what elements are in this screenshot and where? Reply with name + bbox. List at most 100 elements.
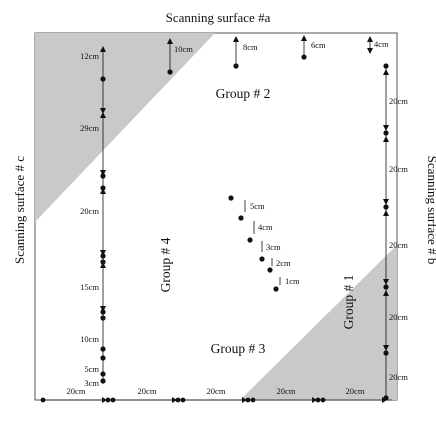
arrowhead bbox=[100, 262, 106, 268]
sensor-dot bbox=[100, 315, 106, 321]
left-spacing-label: 20cm bbox=[80, 206, 99, 216]
center-sensor-cluster: 5cm 4cm 3cm 2cm 1cm bbox=[228, 195, 300, 292]
arrowhead bbox=[383, 136, 389, 142]
left-spacing-label: 29cm bbox=[80, 123, 99, 133]
right-spacing-label: 20cm bbox=[389, 240, 408, 250]
sensor-dot bbox=[383, 204, 389, 210]
arrowhead bbox=[100, 306, 106, 312]
arrowhead bbox=[383, 290, 389, 296]
sensor-dot bbox=[267, 267, 273, 273]
sensor-dot bbox=[110, 397, 116, 403]
top-spacing-label: 4cm bbox=[374, 39, 389, 49]
group-1-label: Group # 1 bbox=[341, 275, 356, 330]
right-spacing-label: 20cm bbox=[389, 164, 408, 174]
sensor-dot bbox=[100, 76, 106, 82]
sensor-dot bbox=[100, 173, 106, 179]
top-spacing-label: 8cm bbox=[243, 42, 258, 52]
arrowhead bbox=[100, 250, 106, 256]
sensor-dot bbox=[228, 195, 234, 201]
center-spacing-label: 5cm bbox=[250, 201, 265, 211]
arrowhead bbox=[102, 397, 107, 403]
sensor-dot bbox=[320, 397, 326, 403]
left-spacing-label: 15cm bbox=[80, 282, 99, 292]
arrowhead bbox=[172, 397, 177, 403]
sensor-dot bbox=[100, 371, 106, 377]
sensor-dot bbox=[167, 69, 173, 75]
arrowhead bbox=[367, 48, 373, 54]
center-spacing-label: 3cm bbox=[266, 242, 281, 252]
sensor-dot bbox=[383, 130, 389, 136]
center-spacing-label: 1cm bbox=[285, 276, 300, 286]
arrowhead bbox=[367, 36, 373, 42]
sensor-dot bbox=[383, 350, 389, 356]
top-left-shaded-region bbox=[35, 33, 215, 222]
sensor-dot bbox=[100, 378, 106, 384]
sensor-dot bbox=[100, 185, 106, 191]
sensor-dot bbox=[233, 63, 239, 69]
arrowhead bbox=[233, 36, 239, 42]
sensor-dot bbox=[383, 284, 389, 290]
arrowhead bbox=[100, 170, 106, 176]
sensor-dot bbox=[301, 54, 307, 60]
right-spacing-label: 20cm bbox=[389, 372, 408, 382]
bottom-spacing-label: 20cm bbox=[277, 386, 296, 396]
arrowhead bbox=[383, 69, 389, 75]
arrowhead bbox=[383, 210, 389, 216]
sensor-dot bbox=[383, 63, 389, 69]
center-spacing-label: 4cm bbox=[258, 222, 273, 232]
arrowhead bbox=[100, 112, 106, 118]
surface-b-label: Scanning surface # b bbox=[425, 156, 436, 265]
right-sensor-column: 20cm 20cm 20cm 20cm 20cm bbox=[383, 63, 408, 401]
bottom-spacing-label: 20cm bbox=[346, 386, 365, 396]
bottom-right-shaded-region bbox=[240, 245, 397, 400]
left-spacing-label: 12cm bbox=[80, 51, 99, 61]
group-4-label: Group # 4 bbox=[158, 237, 173, 292]
right-spacing-label: 20cm bbox=[389, 96, 408, 106]
bottom-spacing-label: 20cm bbox=[138, 386, 157, 396]
sensor-dot bbox=[100, 253, 106, 259]
group-2-label: Group # 2 bbox=[216, 86, 271, 101]
sensor-dot bbox=[175, 397, 181, 403]
sensor-dot bbox=[273, 286, 279, 292]
sensor-dot bbox=[259, 256, 265, 262]
sensor-dot bbox=[100, 355, 106, 361]
sensor-dot bbox=[100, 346, 106, 352]
sensor-dot bbox=[238, 215, 244, 221]
left-spacing-label: 10cm bbox=[80, 334, 99, 344]
left-spacing-label: 3cm bbox=[84, 378, 99, 388]
center-spacing-label: 2cm bbox=[276, 258, 291, 268]
arrowhead bbox=[312, 397, 317, 403]
surface-a-label: Scanning surface #a bbox=[166, 10, 271, 25]
sensor-dot bbox=[315, 397, 321, 403]
sensor-dot bbox=[245, 397, 251, 403]
top-spacing-label: 10cm bbox=[174, 44, 193, 54]
arrowhead bbox=[242, 397, 247, 403]
sensor-dot bbox=[40, 397, 46, 403]
bottom-sensor-row: 20cm 20cm 20cm 20cm 20cm bbox=[40, 386, 392, 403]
sensor-dot bbox=[247, 237, 253, 243]
arrowhead bbox=[382, 397, 387, 403]
bottom-spacing-label: 20cm bbox=[67, 386, 86, 396]
arrowhead bbox=[100, 46, 106, 52]
arrowhead bbox=[100, 188, 106, 194]
arrowhead bbox=[383, 345, 389, 351]
group-3-label: Group # 3 bbox=[211, 341, 266, 356]
arrowhead bbox=[383, 279, 389, 285]
surface-c-label: Scanning surface # c bbox=[12, 156, 27, 264]
arrowhead bbox=[301, 35, 307, 41]
top-spacing-label: 6cm bbox=[311, 40, 326, 50]
sensor-dot bbox=[180, 397, 186, 403]
arrowhead bbox=[100, 108, 106, 114]
sensor-dot bbox=[250, 397, 256, 403]
top-sensor-row: 10cm 8cm 6cm 4cm bbox=[167, 35, 389, 75]
sensor-dot bbox=[100, 309, 106, 315]
sensor-dot bbox=[100, 259, 106, 265]
left-sensor-column: 12cm 29cm 20cm 15cm 10cm 5cm 3cm bbox=[80, 46, 106, 388]
arrowhead bbox=[167, 38, 173, 44]
bottom-spacing-label: 20cm bbox=[207, 386, 226, 396]
arrowhead bbox=[383, 199, 389, 205]
sensor-dot bbox=[105, 397, 111, 403]
left-spacing-label: 5cm bbox=[84, 364, 99, 374]
